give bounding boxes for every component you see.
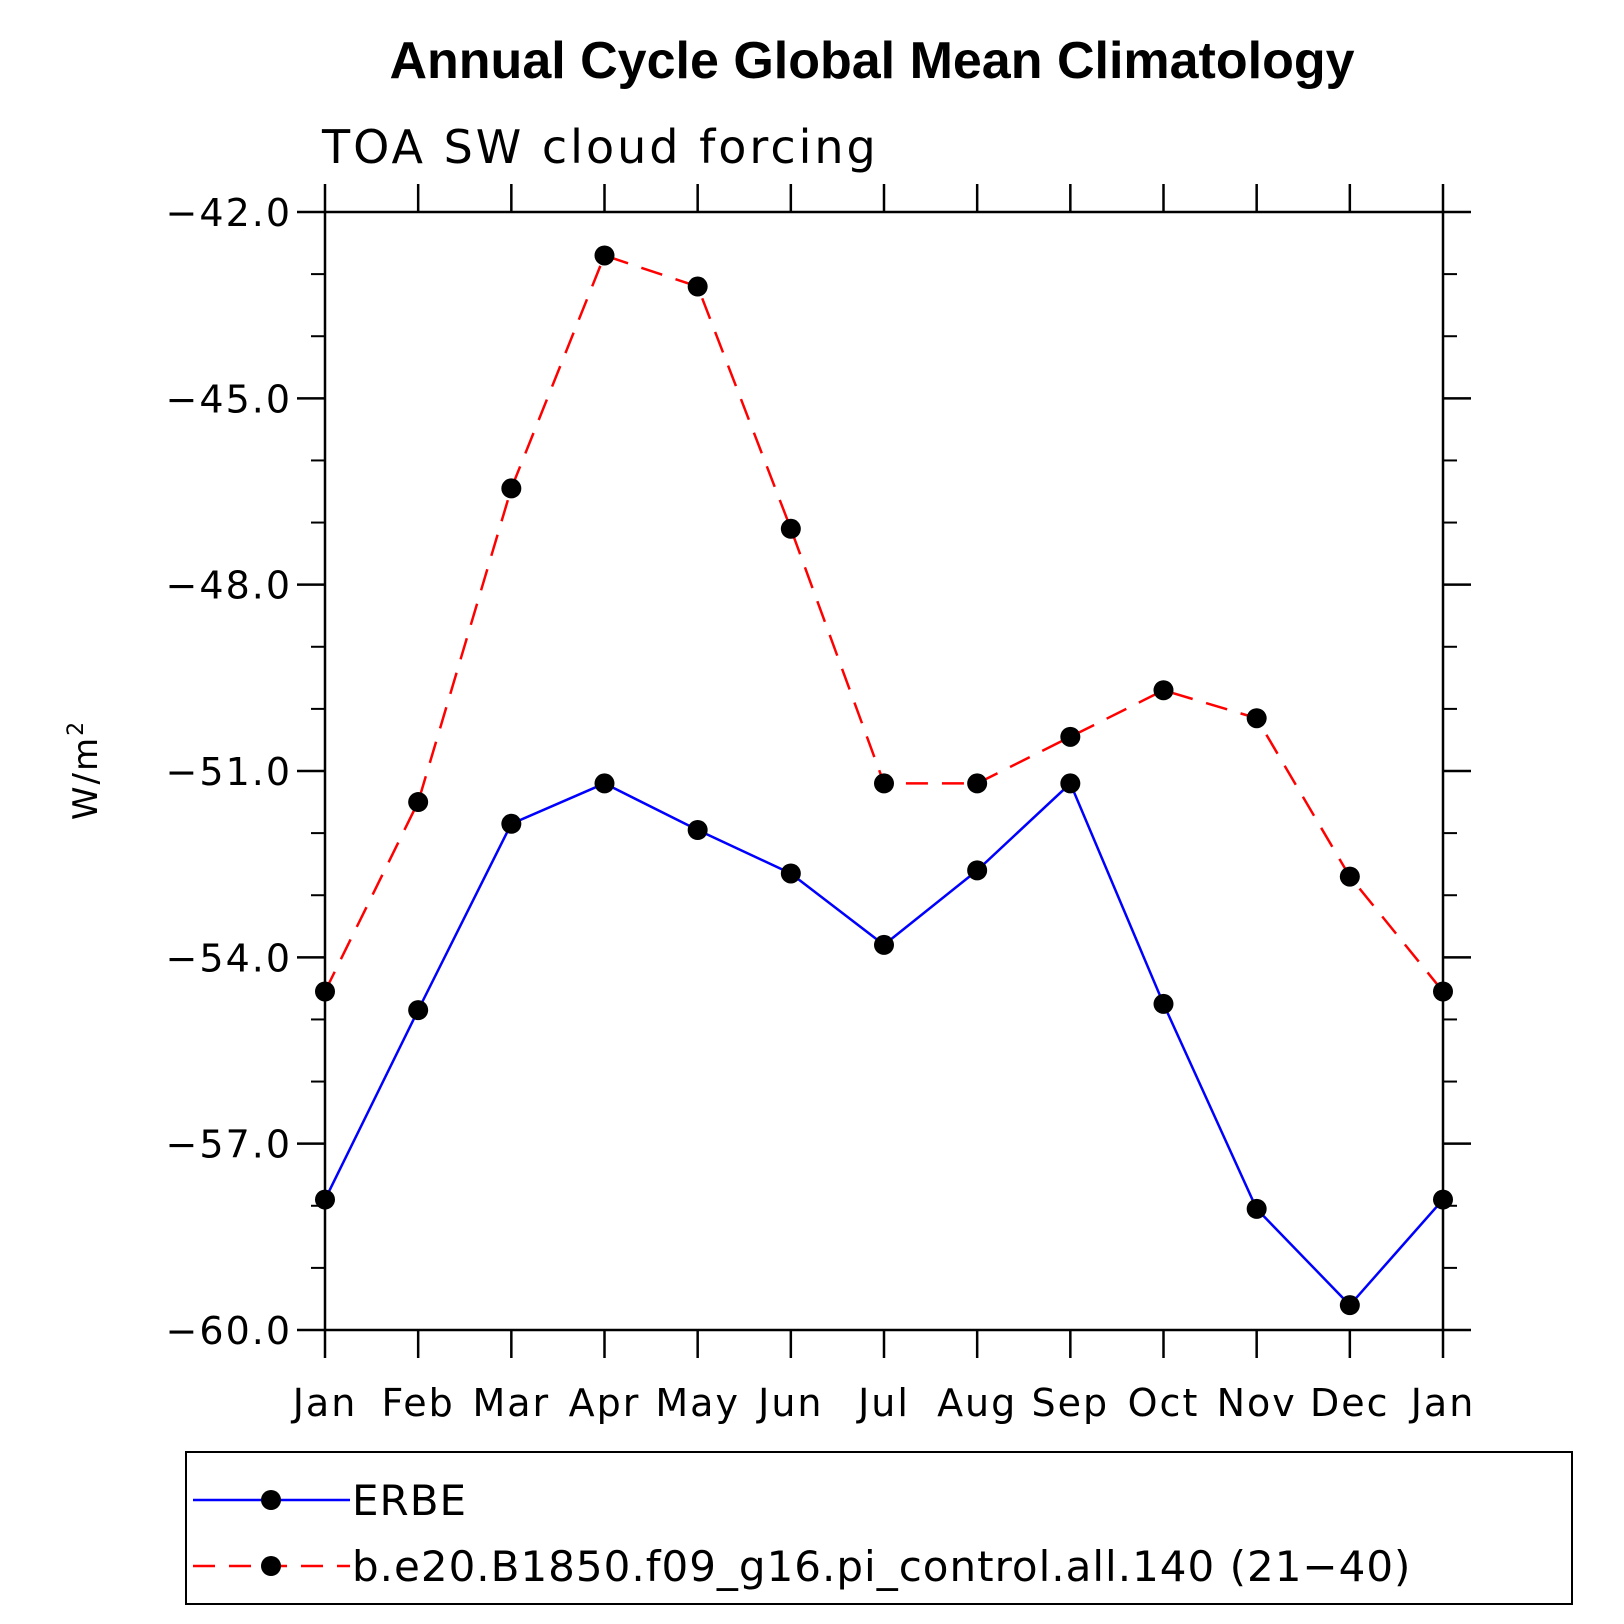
- x-tick-label: May: [655, 1381, 740, 1425]
- data-point: [315, 1189, 335, 1210]
- data-point: [1433, 981, 1453, 1002]
- data-point: [874, 934, 894, 955]
- x-tick-label: Oct: [1128, 1381, 1200, 1425]
- data-point: [687, 820, 708, 841]
- plot-frame: [323, 210, 1445, 1332]
- data-point: [1060, 773, 1081, 794]
- data-point: [1339, 1295, 1360, 1316]
- y-tick-label: −57.0: [166, 1123, 292, 1167]
- series-line-2: [323, 253, 1444, 993]
- data-point: [780, 518, 801, 539]
- x-tick-label: Jun: [756, 1381, 823, 1425]
- x-tick-label: Jan: [291, 1381, 358, 1425]
- data-point: [594, 245, 615, 266]
- data-point: [315, 981, 335, 1002]
- x-tick-label: Feb: [382, 1381, 455, 1425]
- x-tick-label: Dec: [1310, 1381, 1390, 1425]
- legend-label: ERBE: [352, 1476, 467, 1525]
- y-tick-label: −51.0: [166, 750, 292, 794]
- x-tick-label: Nov: [1217, 1381, 1297, 1425]
- legend-box: [185, 1451, 1573, 1605]
- y-tick-label: −42.0: [166, 191, 292, 235]
- legend: ERBE b.e20.B1850.f09_g16.pi_control.all.1…: [185, 1451, 1573, 1605]
- data-point: [1433, 1189, 1453, 1210]
- y-axis-label: W/m2: [64, 720, 106, 820]
- data-point: [594, 773, 615, 794]
- data-point: [1153, 680, 1174, 701]
- data-point: [967, 773, 988, 794]
- x-tick-label: Jan: [1409, 1381, 1476, 1425]
- series-group: [315, 245, 1453, 1316]
- data-point: [501, 813, 522, 834]
- y-tick-label: −48.0: [166, 564, 292, 608]
- legend-marker: [261, 1556, 281, 1576]
- data-point: [967, 860, 988, 881]
- data-point: [1246, 1198, 1267, 1219]
- legend-label: b.e20.B1850.f09_g16.pi_control.all.140 (…: [352, 1542, 1411, 1591]
- y-tick-label: −60.0: [166, 1309, 292, 1353]
- y-tick-label: −45.0: [166, 377, 292, 421]
- data-point: [780, 863, 801, 884]
- x-tick-label: Aug: [937, 1381, 1017, 1425]
- x-tick-label: Apr: [569, 1381, 641, 1425]
- data-point: [408, 792, 429, 813]
- data-point: [1339, 866, 1360, 887]
- chart-subtitle: TOA SW cloud forcing: [321, 120, 879, 174]
- data-point: [1153, 993, 1174, 1014]
- data-point: [874, 773, 894, 794]
- x-tick-label: Sep: [1032, 1381, 1110, 1425]
- chart-title: Annual Cycle Global Mean Climatology: [389, 32, 1354, 90]
- data-point: [408, 1000, 429, 1021]
- data-point: [687, 276, 708, 297]
- x-tick-label: Jul: [856, 1381, 910, 1425]
- y-tick-label: −54.0: [166, 936, 292, 980]
- axes: Jan Feb Mar Apr May Jun Jul Aug Sep Oct Nov Dec Jan −…: [166, 184, 1476, 1425]
- x-tick-label: Mar: [472, 1381, 550, 1425]
- data-point: [1246, 708, 1267, 729]
- data-point: [1060, 726, 1081, 747]
- data-point: [501, 478, 522, 499]
- series-line-1: [323, 781, 1444, 1307]
- legend-marker: [261, 1490, 281, 1510]
